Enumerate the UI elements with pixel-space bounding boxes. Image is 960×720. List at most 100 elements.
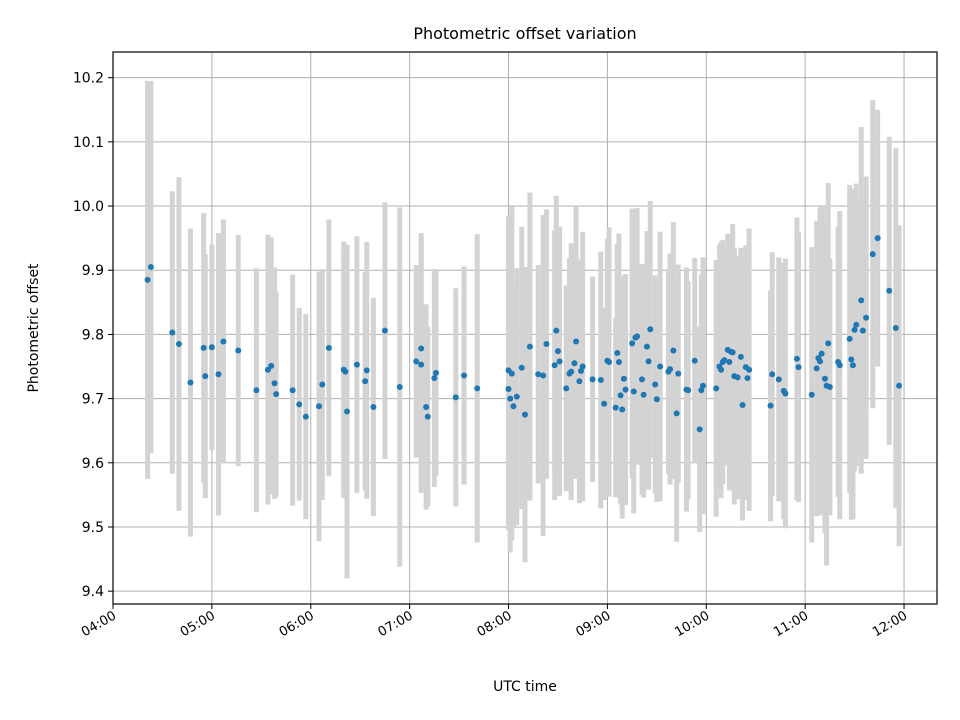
data-point <box>667 366 674 373</box>
data-point <box>601 400 608 407</box>
data-point <box>510 403 517 410</box>
data-point <box>849 362 856 369</box>
x-axis-label: UTC time <box>493 679 557 695</box>
data-point <box>816 358 823 365</box>
data-point <box>507 395 514 402</box>
data-point <box>271 380 278 387</box>
y-tick-label: 9.7 <box>82 392 104 408</box>
data-point <box>381 327 388 334</box>
data-point <box>431 375 438 382</box>
data-point <box>505 385 512 392</box>
data-point <box>848 356 855 363</box>
data-point <box>543 341 550 348</box>
data-point <box>540 372 547 379</box>
data-point <box>220 338 227 345</box>
chart-title: Photometric offset variation <box>413 24 636 43</box>
data-point <box>433 369 440 376</box>
data-point <box>737 353 744 360</box>
data-point <box>886 287 893 294</box>
data-point <box>187 379 194 386</box>
data-point <box>474 385 481 392</box>
data-point <box>746 366 753 373</box>
data-point <box>851 326 858 333</box>
data-point <box>793 355 800 362</box>
data-point <box>825 340 832 347</box>
data-point <box>826 384 833 391</box>
data-point <box>821 375 828 382</box>
data-point <box>526 343 533 350</box>
data-point <box>863 314 870 321</box>
data-point <box>767 402 774 409</box>
data-point <box>424 413 431 420</box>
data-point <box>675 370 682 377</box>
data-point <box>362 378 369 385</box>
data-point <box>253 387 260 394</box>
data-point <box>554 348 561 355</box>
data-point <box>563 385 570 392</box>
data-point <box>413 358 420 365</box>
data-point <box>647 326 654 333</box>
data-point <box>612 404 619 411</box>
data-point <box>363 367 370 374</box>
data-point <box>769 371 776 378</box>
y-tick-label: 9.5 <box>82 520 104 536</box>
data-point <box>782 390 789 397</box>
data-point <box>556 358 563 365</box>
data-point <box>657 363 664 370</box>
data-point <box>418 345 425 352</box>
data-point <box>858 297 865 304</box>
data-point <box>370 403 377 410</box>
data-point <box>597 376 604 383</box>
data-point <box>620 375 627 382</box>
y-tick-label: 10.0 <box>73 199 104 215</box>
data-point <box>175 341 182 348</box>
data-point <box>202 373 209 380</box>
data-point <box>169 329 176 336</box>
data-point <box>622 386 629 393</box>
y-tick-label: 9.6 <box>82 456 104 472</box>
data-point <box>869 251 876 258</box>
data-point <box>892 325 899 331</box>
data-point <box>673 410 680 417</box>
data-point <box>589 376 596 383</box>
data-point <box>744 375 751 382</box>
data-point <box>268 362 275 369</box>
data-point <box>653 396 660 403</box>
data-point <box>629 340 636 347</box>
data-point <box>721 357 728 364</box>
data-point <box>729 349 736 356</box>
y-tick-label: 10.1 <box>73 135 104 151</box>
data-point <box>461 372 468 379</box>
y-tick-label: 9.9 <box>82 263 104 279</box>
data-point <box>713 385 720 392</box>
data-point <box>685 387 692 394</box>
data-point <box>645 358 652 365</box>
data-point <box>896 382 903 389</box>
data-point <box>846 335 853 342</box>
data-point <box>739 402 746 409</box>
y-tick-label: 9.4 <box>82 584 104 600</box>
data-point <box>818 350 825 357</box>
data-point <box>615 359 622 366</box>
data-point <box>568 368 575 375</box>
data-point <box>639 376 646 383</box>
data-points <box>144 235 903 433</box>
data-point <box>630 388 637 395</box>
y-tick-label: 10.2 <box>73 71 104 87</box>
data-point <box>215 371 222 378</box>
data-point <box>200 344 207 351</box>
data-point <box>576 378 583 385</box>
data-point <box>513 393 520 400</box>
data-point <box>342 368 349 375</box>
data-point <box>670 347 677 354</box>
data-point <box>696 426 703 433</box>
data-point <box>551 362 558 369</box>
data-point <box>836 362 843 369</box>
data-point <box>452 394 459 401</box>
data-point <box>571 360 578 367</box>
y-axis-label: Photometric offset <box>26 263 42 393</box>
y-axis-ticks: 9.4 9.5 9.6 9.7 9.8 9.9 10.0 10.1 10.2 <box>73 71 113 600</box>
data-point <box>699 382 706 389</box>
data-point <box>344 408 351 415</box>
data-point <box>319 381 326 388</box>
